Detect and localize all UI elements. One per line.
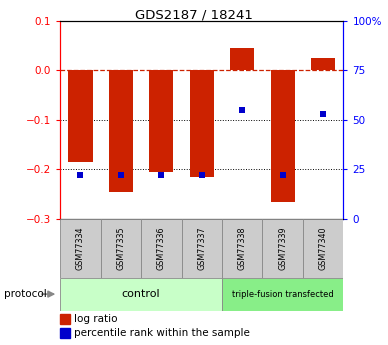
Text: GSM77340: GSM77340 [319,227,327,270]
Bar [60,314,71,324]
Text: percentile rank within the sample: percentile rank within the sample [74,328,250,338]
Bar [60,278,222,310]
Bar [149,70,173,172]
Text: triple-fusion transfected: triple-fusion transfected [232,289,334,299]
Bar [190,70,214,177]
Bar [60,328,71,338]
Bar [262,219,303,278]
Text: GSM77339: GSM77339 [278,227,287,270]
Text: GSM77338: GSM77338 [238,227,247,270]
Text: log ratio: log ratio [74,314,118,324]
Bar [109,70,133,192]
Bar [141,219,182,278]
Bar [222,219,262,278]
Bar [311,58,335,70]
Bar [182,219,222,278]
Text: GSM77335: GSM77335 [116,227,125,270]
Text: GSM77337: GSM77337 [197,227,206,270]
Bar [303,219,343,278]
Text: control: control [122,289,160,299]
Bar [230,48,255,70]
Text: GSM77336: GSM77336 [157,227,166,270]
Bar [222,278,343,310]
Text: protocol: protocol [4,289,47,299]
Bar [60,219,100,278]
Bar [100,219,141,278]
Text: GDS2187 / 18241: GDS2187 / 18241 [135,9,253,22]
Bar [68,70,92,162]
Text: GSM77334: GSM77334 [76,227,85,270]
Bar [270,70,295,202]
